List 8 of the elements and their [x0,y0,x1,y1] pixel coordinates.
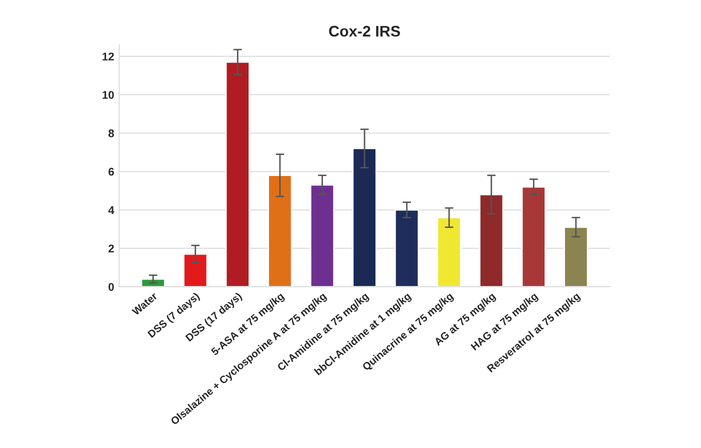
y-tick-label: 0 [108,282,114,291]
y-tick-label: 10 [102,90,114,99]
chart-title: Cox-2 IRS [329,26,400,37]
y-tick-label: 4 [108,206,114,214]
y-tick-label: 6 [108,168,114,176]
y-tick-label: 2 [108,244,114,252]
y-tick-label: 8 [108,129,114,138]
y-tick-label: 12 [102,52,114,60]
